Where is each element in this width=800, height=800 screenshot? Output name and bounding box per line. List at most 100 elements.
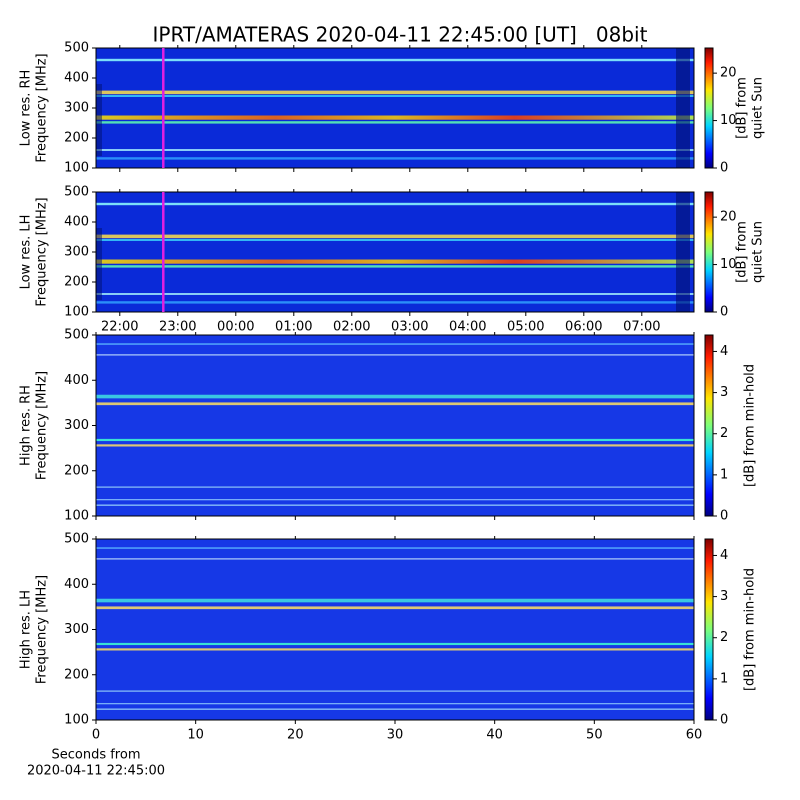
colorbar-tick-label: 0	[720, 161, 728, 176]
spectrogram-band	[96, 703, 694, 705]
colorbar-tick-label: 10	[720, 113, 737, 128]
spectrogram-band	[96, 642, 694, 646]
spectrogram-band	[96, 444, 694, 447]
y-tick-label: 500	[64, 532, 89, 547]
spectrogram-band	[96, 293, 694, 295]
x-tick-label: 07:00	[623, 320, 660, 335]
spectrogram-band	[96, 354, 694, 356]
x-tick-label: 01:00	[275, 320, 312, 335]
y-tick-label: 300	[64, 245, 89, 260]
y-axis-label: Frequency [MHz]	[35, 197, 50, 306]
spectrogram-band	[96, 598, 694, 603]
y-tick-label: 100	[64, 305, 89, 320]
colorbar-tick-label: 10	[720, 257, 737, 272]
x-axis-label: Seconds from	[51, 748, 140, 763]
spectrogram-band	[96, 558, 694, 560]
y-tick-label: 400	[64, 71, 89, 86]
colorbar-tick-label: 1	[720, 467, 728, 482]
colorbar-tick-label: 0	[720, 305, 728, 320]
spectrogram-band	[96, 239, 694, 241]
y-tick-label: 200	[64, 667, 89, 682]
y-tick-label: 400	[64, 373, 89, 388]
y-tick-label: 400	[64, 215, 89, 230]
x-tick-label: 00:00	[217, 320, 254, 335]
y-tick-label: 200	[64, 463, 89, 478]
y-tick-label: 500	[64, 328, 89, 343]
x-axis-label: 2020-04-11 22:45:00	[27, 764, 165, 779]
x-tick-label: 02:00	[333, 320, 370, 335]
spectrogram-band	[96, 301, 694, 304]
x-tick-label: 06:00	[565, 320, 602, 335]
spectrogram-background	[96, 192, 694, 312]
colorbar-tick-label: 2	[720, 426, 728, 441]
y-tick-label: 500	[64, 41, 89, 56]
spectrogram-band	[96, 259, 694, 264]
x-tick-label: 03:00	[391, 320, 428, 335]
y-tick-label: 100	[64, 713, 89, 728]
x-tick-label: 04:00	[449, 320, 486, 335]
x-tick-label: 50	[586, 728, 603, 743]
colorbar-tick-label: 1	[720, 671, 728, 686]
x-tick-label: 20	[287, 728, 304, 743]
x-tick-label: 40	[486, 728, 503, 743]
y-tick-label: 200	[64, 275, 89, 290]
spectrogram-band	[96, 90, 694, 95]
colorbar	[704, 334, 714, 517]
spectrogram-band	[96, 394, 694, 399]
spectrogram-band	[96, 708, 694, 710]
spectrogram-band	[96, 690, 694, 692]
spectrogram-band	[96, 486, 694, 488]
x-tick-label: 22:00	[101, 320, 138, 335]
y-tick-label: 100	[64, 509, 89, 524]
spectrogram-background	[96, 48, 694, 168]
spectrogram-band	[96, 402, 694, 406]
x-tick-label: 0	[92, 728, 100, 743]
colorbar	[704, 191, 714, 313]
y-tick-label: 300	[64, 418, 89, 433]
y-axis-label: Frequency [MHz]	[35, 53, 50, 162]
edge-dark	[676, 48, 690, 168]
y-tick-label: 300	[64, 622, 89, 637]
y-tick-label: 400	[64, 577, 89, 592]
spectrogram-band	[96, 606, 694, 610]
x-tick-label: 30	[387, 728, 404, 743]
spectrogram-band	[96, 58, 694, 62]
spectrogram-band	[96, 234, 694, 239]
spectrogram-band	[96, 499, 694, 501]
spectrogram-band	[96, 149, 694, 151]
y-axis-label: Frequency [MHz]	[35, 371, 50, 480]
y-axis-label: Frequency [MHz]	[35, 575, 50, 684]
spectrogram-band	[96, 648, 694, 651]
y-axis-label: High res. RH	[19, 385, 34, 466]
colorbar-tick-label: 4	[720, 344, 728, 359]
spectrogram-band	[96, 343, 694, 345]
spectrogram-background	[96, 335, 694, 516]
y-axis-label: Low res. LH	[19, 215, 34, 290]
colorbar-tick-label: 4	[720, 548, 728, 563]
colorbar-tick-label: 3	[720, 385, 728, 400]
x-tick-label: 23:00	[159, 320, 196, 335]
edge-dark	[96, 84, 102, 156]
colorbar-label: quiet Sun	[751, 221, 766, 283]
colorbar-tick-label: 2	[720, 630, 728, 645]
spectrogram-band	[96, 438, 694, 442]
colorbar	[704, 47, 714, 169]
y-tick-label: 100	[64, 161, 89, 176]
spectrogram-band	[96, 157, 694, 160]
y-axis-label: Low res. RH	[19, 70, 34, 147]
colorbar-label: [dB] from min-hold	[743, 568, 758, 691]
y-tick-label: 500	[64, 185, 89, 200]
edge-dark	[676, 192, 690, 312]
spectrogram-band	[96, 95, 694, 97]
colorbar-label: [dB] from min-hold	[743, 364, 758, 487]
spectrogram-band	[96, 504, 694, 506]
colorbar	[704, 538, 714, 721]
colorbar-label: [dB] from	[735, 77, 750, 139]
y-tick-label: 200	[64, 131, 89, 146]
spectrogram-background	[96, 539, 694, 720]
colorbar-label: [dB] from	[735, 221, 750, 283]
spectrogram-band	[96, 265, 694, 268]
spectrogram-band	[96, 121, 694, 124]
y-axis-label: High res. LH	[19, 590, 34, 669]
